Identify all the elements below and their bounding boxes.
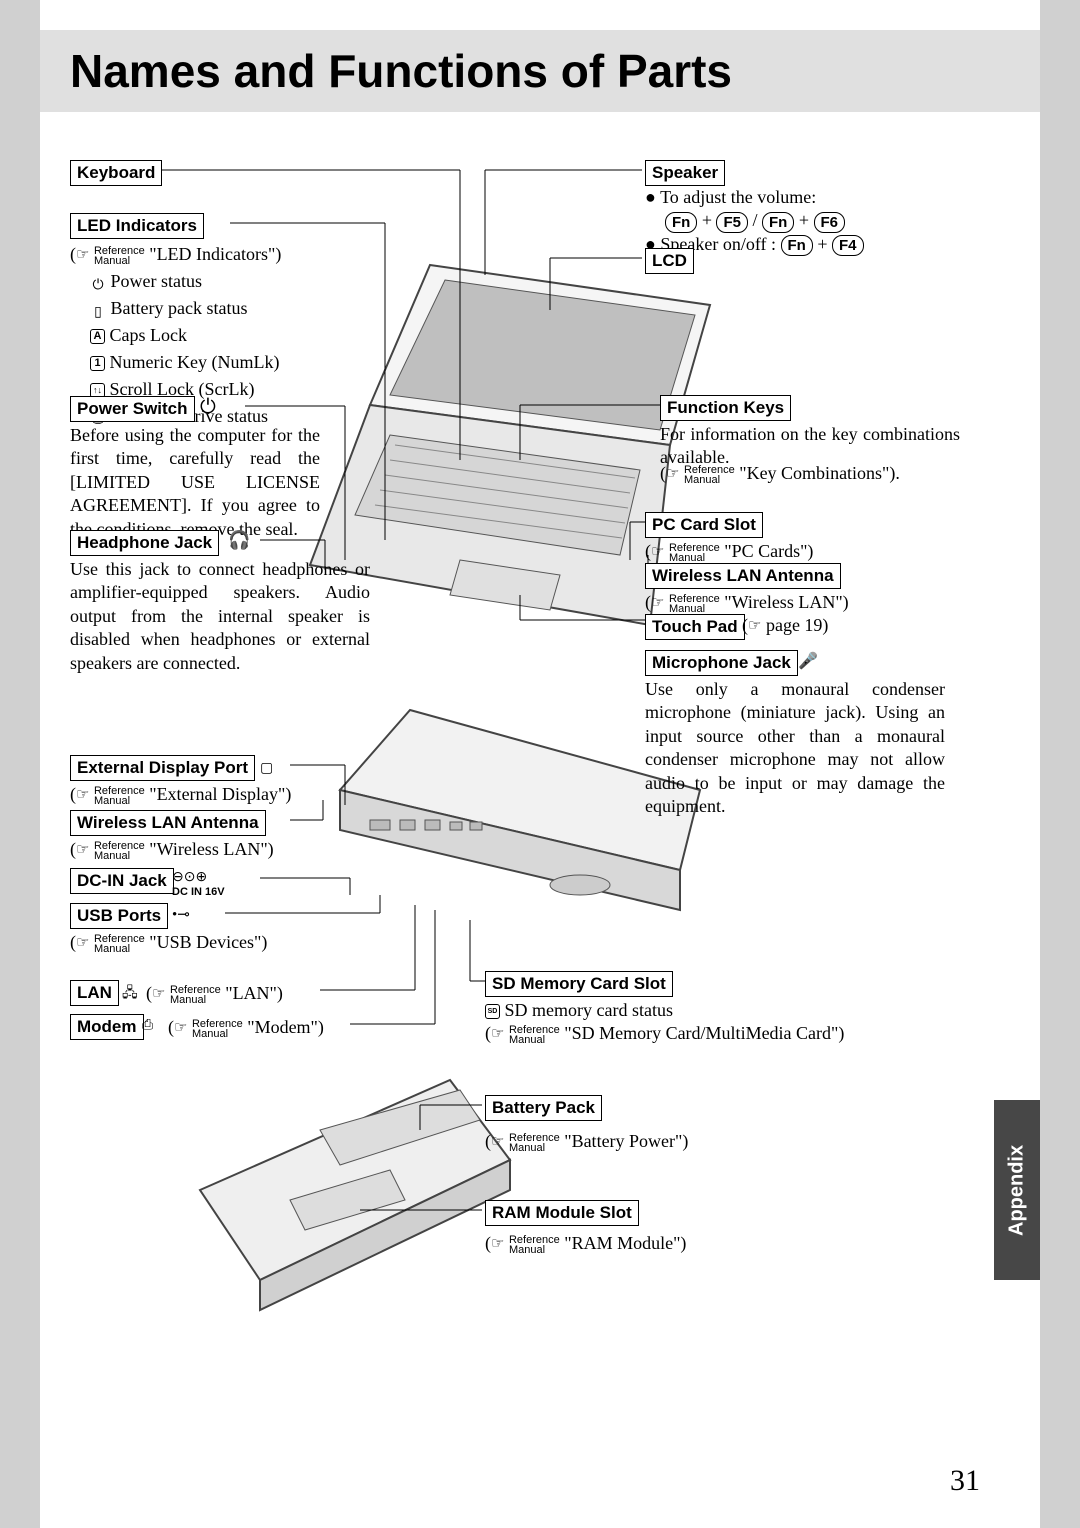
ram-ref: (☞ ReferenceManual "RAM Module") [485,1232,686,1255]
hand-icon: ☞ [76,246,89,266]
headphone-label: Headphone Jack [70,530,219,556]
battery-label: Battery Pack [485,1095,602,1121]
ext-display-label: External Display Port [70,755,255,781]
wlan-right-ref: (☞ ReferenceManual "Wireless LAN") [645,591,849,614]
sd-ref: (☞ ReferenceManual "SD Memory Card/Multi… [485,1022,844,1045]
headphone-text: Use this jack to connect headphones or a… [70,558,370,675]
speaker-text: ● To adjust the volume: Fn + F5 / Fn + F… [645,186,925,256]
lan-label: LAN [70,980,119,1006]
power-icon: ⏻ [200,396,216,419]
headphone-icon: 🎧 [228,530,250,551]
function-keys-ref: (☞ ReferenceManual "Key Combinations"). [660,462,900,485]
usb-ref: (☞ ReferenceManual "USB Devices") [70,931,267,954]
mic-text: Use only a monaural condenser microphone… [645,678,945,818]
sd-label: SD Memory Card Slot [485,971,673,997]
dcin-sub: DC IN 16V [172,886,225,898]
usb-label: USB Ports [70,903,168,929]
function-keys-label: Function Keys [660,395,791,421]
display-icon: ▢ [260,760,273,777]
battery-ref: (☞ ReferenceManual "Battery Power") [485,1130,688,1153]
mic-label: Microphone Jack [645,650,798,676]
page-number: 31 [950,1464,980,1498]
power-switch-label: Power Switch [70,396,195,422]
touchpad-label: Touch Pad [645,614,745,640]
keyboard-label: Keyboard [70,160,162,186]
wlan-left-label: Wireless LAN Antenna [70,810,266,836]
appendix-tab: Appendix [994,1100,1040,1280]
modem-label: Modem [70,1014,144,1040]
ext-display-ref: (☞ ReferenceManual "External Display") [70,783,291,806]
ram-label: RAM Module Slot [485,1200,639,1226]
touchpad-page: (☞ page 19) [742,614,828,637]
wlan-right-label: Wireless LAN Antenna [645,563,841,589]
led-ref: (☞ ReferenceManual "LED Indicators") [70,243,300,266]
pc-card-ref: (☞ ReferenceManual "PC Cards") [645,540,813,563]
dcin-label: DC-IN Jack [70,868,174,894]
sd-status: SD SD memory card status [485,999,673,1022]
modem-icon: ⎙ [142,1018,153,1034]
wlan-left-ref: (☞ ReferenceManual "Wireless LAN") [70,838,274,861]
dcin-icon: ⊖⊙⊕ [172,869,207,886]
lan-icon: 🖧 [122,982,138,1006]
pc-card-label: PC Card Slot [645,512,763,538]
power-switch-text: Before using the computer for the first … [70,424,320,541]
usb-icon: •⊸ [172,905,190,924]
led-label: LED Indicators [70,213,204,239]
modem-ref: (☞ ReferenceManual "Modem") [168,1016,324,1039]
mic-icon: 🎤 [798,651,818,671]
speaker-label: Speaker [645,160,725,186]
lan-ref: (☞ ReferenceManual "LAN") [146,982,283,1005]
lcd-label: LCD [645,248,694,274]
document-page: Names and Functions of Parts [40,0,1040,1528]
